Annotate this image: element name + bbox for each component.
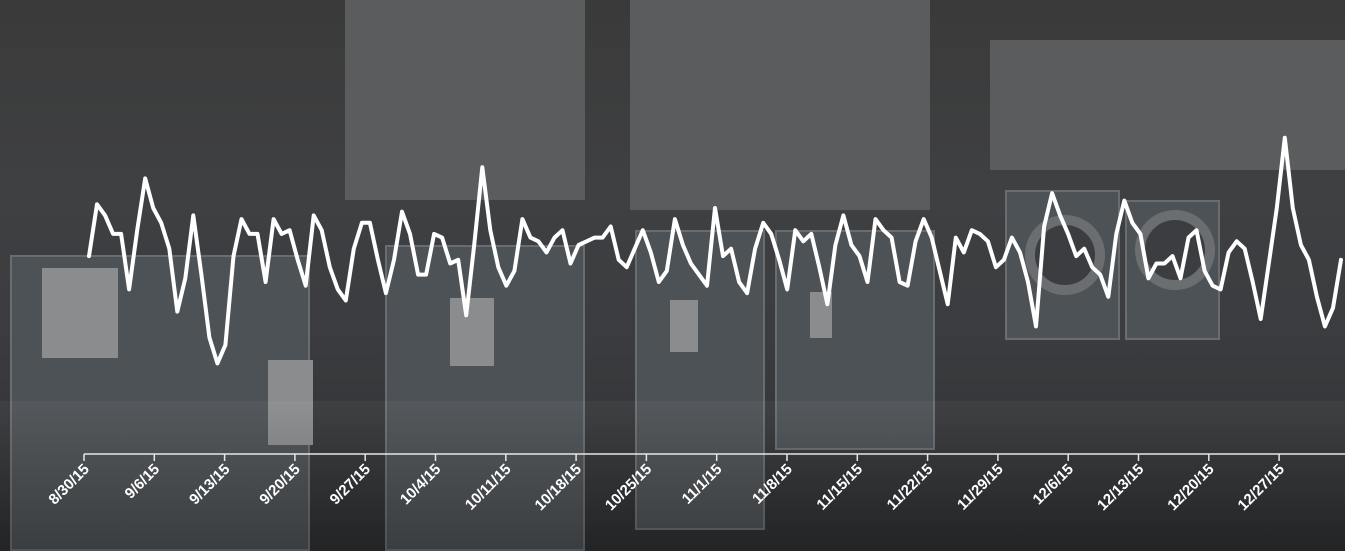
- x-tick-label: 12/27/15: [1235, 461, 1288, 514]
- price-tag: [42, 268, 118, 358]
- x-tick-label: 10/4/15: [397, 461, 444, 508]
- x-tick-label: 10/18/15: [532, 461, 585, 514]
- series-layer: [87, 135, 1343, 366]
- series-line: [87, 135, 1343, 366]
- price-tag: [268, 360, 313, 445]
- shelf-unit: [630, 0, 930, 210]
- x-tick-label: 8/30/15: [45, 461, 92, 508]
- x-tick-label: 10/25/15: [602, 461, 655, 514]
- x-tick-label: 10/11/15: [462, 461, 515, 514]
- x-tick-label: 9/20/15: [256, 461, 303, 508]
- dishwasher-panel: [775, 230, 935, 450]
- x-tick-label: 11/15/15: [813, 461, 866, 514]
- price-tag: [670, 300, 698, 352]
- shelf-unit: [345, 0, 585, 200]
- dishwasher-panel: [385, 245, 585, 551]
- price-tag: [450, 298, 494, 366]
- store-floor: [0, 401, 1345, 551]
- x-tick-label: 9/6/15: [122, 461, 164, 503]
- x-tick-label: 12/20/15: [1164, 461, 1217, 514]
- x-tick-label: 11/29/15: [954, 461, 1007, 514]
- x-tick-label: 11/1/15: [679, 461, 726, 508]
- x-tick-label: 11/22/15: [884, 461, 937, 514]
- x-tick-label: 11/8/15: [749, 461, 796, 508]
- x-axis-tick-labels: 8/30/15 9/6/15 9/13/15 9/20/15 9/27/15 10/4/1…: [45, 461, 1288, 514]
- x-tick-label: 12/6/15: [1030, 461, 1077, 508]
- x-tick-label: 9/27/15: [327, 461, 374, 508]
- x-tick-label: 9/13/15: [186, 461, 233, 508]
- x-tick-label: 12/13/15: [1094, 461, 1147, 514]
- x-axis: [83, 453, 1345, 461]
